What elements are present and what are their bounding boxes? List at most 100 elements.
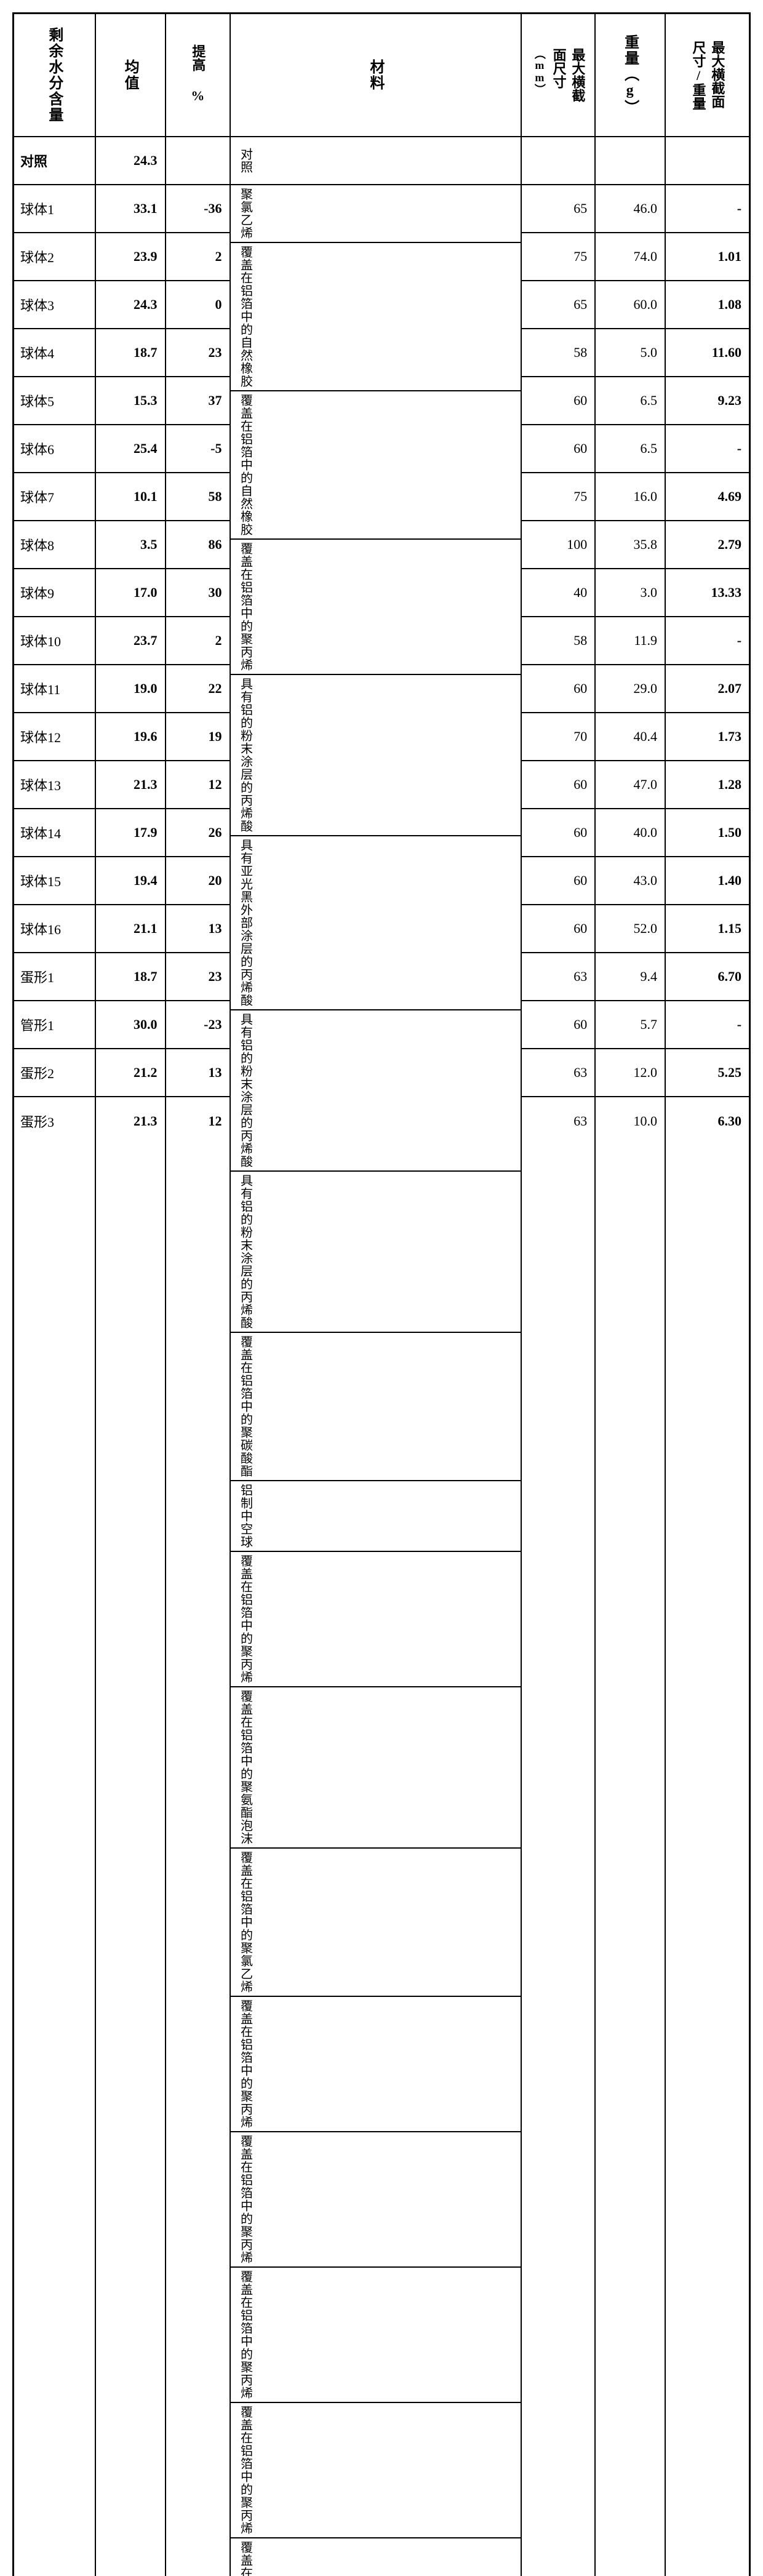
cell-text: 具有铝的粉末涂层的丙烯酸 (237, 1013, 255, 1168)
table-cell: 21.2 (96, 1049, 165, 1097)
cell-text: 覆盖在铝箔中的聚丙烯 (237, 1999, 255, 2129)
cell-text: 覆盖在铝箔中的聚氨酯泡沫 (237, 2541, 255, 2576)
table-cell: 60.0 (596, 281, 665, 329)
table-cell: -23 (166, 1001, 230, 1049)
table-cell: 3.0 (596, 569, 665, 617)
header-material: 材料 (231, 14, 521, 137)
table-cell: 球体4 (14, 329, 95, 377)
cell-text: 具有亚光黑外部涂层的丙烯酸 (237, 839, 255, 1007)
table-cell: 100 (522, 521, 594, 569)
table-cell: 21.3 (96, 1097, 165, 1145)
header-improve: 提高 % (166, 14, 230, 137)
table-cell: 43.0 (596, 857, 665, 905)
table-cell: 33.1 (96, 185, 165, 233)
table-cell: 覆盖在铝箔中的聚丙烯 (231, 2403, 521, 2538)
table-cell: 聚氯乙烯 (231, 185, 521, 243)
table-cell: 球体6 (14, 425, 95, 473)
table-cell: 覆盖在铝箔中的聚丙烯 (231, 2268, 521, 2403)
table-cell: 75 (522, 473, 594, 521)
table-cell: 球体15 (14, 857, 95, 905)
table-cell: 管形1 (14, 1001, 95, 1049)
table-cell: 13 (166, 905, 230, 953)
table-cell: 22 (166, 665, 230, 713)
header-improve-txt: 提高 (190, 44, 206, 71)
table-cell: 63 (522, 1049, 594, 1097)
cell-text: 覆盖在铝箔中的聚丙烯 (237, 542, 255, 671)
header-mean-text: 均值 (119, 59, 141, 91)
table-cell: 5.25 (666, 1049, 749, 1097)
table-cell: 37 (166, 377, 230, 425)
cell-text: 聚氯乙烯 (237, 188, 255, 239)
column-mean: 均值 24.333.123.924.318.715.325.410.13.517… (96, 14, 166, 2576)
table-cell: 12.0 (596, 1049, 665, 1097)
table-cell: 65 (522, 281, 594, 329)
table-cell: 12 (166, 1097, 230, 1145)
table-cell: 2.79 (666, 521, 749, 569)
header-improve-text: 提高 % (188, 44, 207, 106)
table-cell: 60 (522, 809, 594, 857)
header-dim: 最大横截 面尺寸 （mm） (522, 14, 594, 137)
table-cell: 19 (166, 713, 230, 761)
table-cell: 覆盖在铝箔中的聚丙烯 (231, 1552, 521, 1687)
table-cell: 60 (522, 761, 594, 809)
table-cell: 86 (166, 521, 230, 569)
table-cell: 覆盖在铝箔中的自然橡胶 (231, 243, 521, 391)
header-ratio-text: 最大横截面 尺寸/重量 (689, 41, 727, 110)
cell-text: 覆盖在铝箔中的聚丙烯 (237, 2406, 255, 2535)
table-cell: 47.0 (596, 761, 665, 809)
table-cell: 9.23 (666, 377, 749, 425)
table-cell: 46.0 (596, 185, 665, 233)
table-cell: 35.8 (596, 521, 665, 569)
cell-text: 对照 (237, 148, 255, 174)
table-cell: 13.33 (666, 569, 749, 617)
table-cell: 覆盖在铝箔中的聚氨酯泡沫 (231, 1687, 521, 1849)
table-cell: 21.1 (96, 905, 165, 953)
table-cell: 6.30 (666, 1097, 749, 1145)
table-cell: 40.0 (596, 809, 665, 857)
table-cell: 6.5 (596, 377, 665, 425)
column-material: 材料 对照聚氯乙烯覆盖在铝箔中的自然橡胶覆盖在铝箔中的自然橡胶覆盖在铝箔中的聚丙… (231, 14, 522, 2576)
table-cell: 球体8 (14, 521, 95, 569)
table-cell: 5.7 (596, 1001, 665, 1049)
table-cell: 2 (166, 233, 230, 281)
header-moisture: 剩余水分含量 (14, 14, 95, 137)
table-cell: 具有铝的粉末涂层的丙烯酸 (231, 1010, 521, 1172)
table-cell: 覆盖在铝箔中的聚丙烯 (231, 1997, 521, 2132)
table-cell: 球体10 (14, 617, 95, 665)
table-cell: 1.50 (666, 809, 749, 857)
table-cell: 蛋形1 (14, 953, 95, 1001)
table-cell: 球体1 (14, 185, 95, 233)
table-cell: 63 (522, 1097, 594, 1145)
header-mean: 均值 (96, 14, 165, 137)
table-cell: 10.1 (96, 473, 165, 521)
table-cell: 58 (522, 617, 594, 665)
table-cell: - (666, 185, 749, 233)
table-cell: 15.3 (96, 377, 165, 425)
table-cell: 球体9 (14, 569, 95, 617)
table-cell: 球体13 (14, 761, 95, 809)
table-cell: 23.9 (96, 233, 165, 281)
table-cell: 17.9 (96, 809, 165, 857)
data-table: 剩余水分含量 对照球体1球体2球体3球体4球体5球体6球体7球体8球体9球体10… (12, 12, 751, 2576)
table-cell: 4.69 (666, 473, 749, 521)
table-cell: 1.15 (666, 905, 749, 953)
column-label: 剩余水分含量 对照球体1球体2球体3球体4球体5球体6球体7球体8球体9球体10… (14, 14, 96, 2576)
table-cell: 40.4 (596, 713, 665, 761)
table-cell: 球体7 (14, 473, 95, 521)
cell-text: 覆盖在铝箔中的聚丙烯 (237, 2135, 255, 2264)
column-improve: 提高 % -36202337-5588630222191226201323-23… (166, 14, 231, 2576)
table-cell: 覆盖在铝箔中的聚丙烯 (231, 2132, 521, 2268)
cell-text: 覆盖在铝箔中的聚氯乙烯 (237, 1851, 255, 1993)
table-cell: 9.4 (596, 953, 665, 1001)
header-weight: 重量（g） (596, 14, 665, 137)
cell-text: 覆盖在铝箔中的聚碳酸酯 (237, 1335, 255, 1478)
table-cell: 3.5 (96, 521, 165, 569)
table-cell: 11.9 (596, 617, 665, 665)
table-cell: 1.28 (666, 761, 749, 809)
cell-text: 覆盖在铝箔中的自然橡胶 (237, 394, 255, 536)
table-cell: 覆盖在铝箔中的自然橡胶 (231, 391, 521, 540)
table-cell: 球体11 (14, 665, 95, 713)
table-cell: 40 (522, 569, 594, 617)
header-moisture-text: 剩余水分含量 (44, 27, 65, 123)
cell-text: 覆盖在铝箔中的聚丙烯 (237, 1554, 255, 1684)
